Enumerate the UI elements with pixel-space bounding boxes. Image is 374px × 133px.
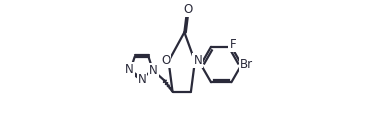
Text: O: O [161,54,170,67]
Text: O: O [183,3,192,16]
Text: N: N [138,72,146,86]
Text: F: F [229,38,236,51]
Text: N: N [149,64,158,77]
Text: N: N [193,54,202,67]
Text: N: N [125,63,134,76]
Text: Br: Br [240,58,253,71]
